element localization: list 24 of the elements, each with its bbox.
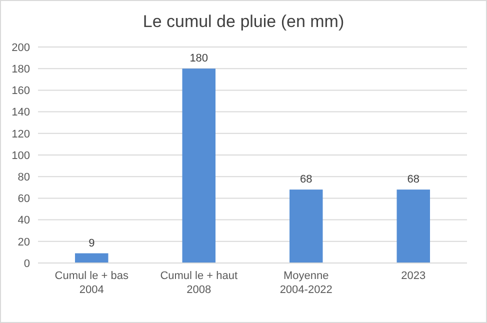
y-tick-label: 200 bbox=[12, 42, 30, 54]
y-tick-label: 120 bbox=[12, 128, 30, 140]
bar bbox=[290, 190, 323, 263]
y-tick-label: 180 bbox=[12, 63, 30, 76]
y-tick-label: 40 bbox=[18, 214, 30, 227]
x-tick-label: 2023 bbox=[401, 270, 426, 282]
data-label: 68 bbox=[300, 174, 312, 186]
y-tick-label: 160 bbox=[12, 85, 30, 98]
y-tick-label: 0 bbox=[24, 258, 30, 270]
x-tick-label: Cumul le + bas 2004 bbox=[54, 270, 129, 296]
y-tick-label: 140 bbox=[12, 106, 30, 119]
data-label: 68 bbox=[407, 174, 420, 186]
chart-title: Le cumul de pluie (en mm) bbox=[142, 12, 344, 31]
data-label: 180 bbox=[190, 52, 208, 65]
bar bbox=[75, 253, 108, 263]
bar bbox=[396, 190, 430, 263]
y-tick-label: 100 bbox=[12, 150, 30, 162]
bar bbox=[182, 68, 216, 263]
data-label: 9 bbox=[88, 237, 95, 250]
x-tick-label: Cumul le + haut 2008 bbox=[160, 270, 238, 296]
y-tick-label: 20 bbox=[18, 236, 30, 248]
y-tick-label: 80 bbox=[18, 171, 30, 184]
x-tick-label: Moyenne 2004-2022 bbox=[280, 270, 332, 296]
y-tick-label: 60 bbox=[18, 193, 30, 206]
